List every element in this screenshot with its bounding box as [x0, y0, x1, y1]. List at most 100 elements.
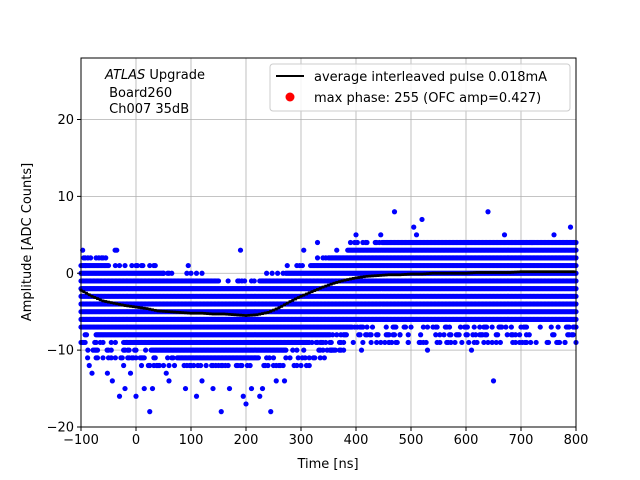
average-pulse-marker — [285, 301, 289, 305]
sample-point — [280, 362, 286, 369]
average-pulse-marker — [302, 293, 306, 297]
sample-point — [408, 324, 414, 330]
average-pulse-marker — [104, 300, 108, 303]
sample-point-outlier — [268, 409, 274, 415]
average-pulse-marker — [519, 270, 523, 274]
x-tick-label: 300 — [289, 433, 314, 448]
average-pulse-marker — [156, 309, 160, 313]
sample-point-outlier — [100, 255, 106, 261]
sample-point-outlier — [89, 370, 95, 376]
x-axis-ticks: −100 0 100 200 300 400 500 600 700 800 — [63, 427, 588, 448]
average-pulse-marker — [261, 312, 264, 316]
average-pulse-marker — [497, 271, 501, 274]
sample-point-outlier — [485, 209, 491, 215]
sample-point-outlier — [240, 393, 246, 399]
average-pulse-marker — [527, 270, 531, 274]
average-pulse-marker — [514, 270, 517, 274]
average-pulse-marker — [318, 286, 322, 290]
sample-point — [418, 332, 424, 338]
sample-point — [368, 339, 374, 346]
average-pulse-marker — [511, 270, 515, 274]
average-pulse-marker — [263, 311, 267, 315]
average-pulse-marker — [346, 278, 350, 281]
sample-point — [328, 339, 334, 346]
sample-point — [112, 262, 118, 269]
average-pulse-marker — [365, 274, 369, 278]
sample-point-outlier — [570, 332, 576, 338]
average-pulse-marker — [494, 271, 498, 274]
sample-point — [203, 362, 209, 369]
average-pulse-marker — [131, 305, 135, 309]
sample-point-outlier — [529, 239, 535, 246]
average-pulse-marker — [288, 300, 292, 304]
atlas-annotation: ATLAS Upgrade Board260 Ch007 35dB — [104, 68, 205, 117]
sample-point-outlier — [141, 385, 147, 392]
sample-point-outlier — [328, 347, 334, 353]
average-pulse-marker — [112, 301, 116, 305]
average-pulse-marker — [368, 274, 372, 278]
sample-point — [270, 355, 277, 361]
sample-point-outlier — [353, 232, 359, 238]
sample-point — [423, 339, 429, 346]
x-tick-label: 600 — [454, 433, 479, 448]
average-pulse-marker — [525, 270, 528, 274]
sample-point — [523, 324, 530, 330]
sample-point — [551, 332, 557, 338]
sample-point — [160, 362, 167, 369]
sample-point-outlier — [512, 339, 519, 346]
sample-point-outlier — [199, 378, 205, 384]
sample-point — [306, 362, 312, 369]
sample-point — [287, 355, 293, 361]
average-pulse-marker — [439, 271, 443, 275]
average-pulse-marker — [313, 289, 317, 292]
sample-point-outlier — [86, 362, 92, 369]
sample-point — [122, 262, 128, 269]
average-pulse-marker — [420, 272, 424, 276]
sample-point — [169, 270, 175, 276]
average-pulse-marker — [126, 304, 130, 308]
sample-point — [545, 339, 552, 346]
sample-point — [93, 339, 99, 346]
average-pulse-marker — [167, 310, 171, 314]
sample-point-outlier — [104, 370, 110, 376]
sample-point — [275, 270, 281, 276]
average-pulse-marker — [569, 270, 572, 274]
average-pulse-marker — [82, 290, 86, 294]
average-pulse-marker — [283, 303, 286, 307]
average-pulse-marker — [217, 312, 220, 316]
sample-point-outlier — [452, 339, 458, 346]
sample-point — [112, 355, 118, 361]
average-pulse-marker — [338, 280, 341, 284]
average-pulse-marker — [486, 271, 490, 274]
average-pulse-marker — [96, 297, 99, 301]
average-pulse-marker — [118, 302, 121, 306]
sample-point — [357, 332, 363, 338]
average-pulse-marker — [393, 273, 396, 277]
average-pulse-marker — [109, 301, 113, 305]
board-label: Board260 — [105, 86, 172, 101]
sample-point-outlier — [90, 347, 96, 353]
average-pulse-marker — [164, 310, 168, 313]
sample-point — [188, 270, 194, 276]
x-tick-label: 800 — [564, 433, 589, 448]
sample-point-outlier — [257, 393, 263, 399]
sample-point — [556, 339, 563, 346]
sample-point-outlier — [284, 262, 290, 269]
sample-point — [424, 324, 431, 330]
average-pulse-marker — [351, 277, 355, 280]
average-pulse-marker — [492, 271, 495, 274]
average-pulse-marker — [206, 312, 209, 316]
average-pulse-marker — [373, 274, 377, 278]
sample-point — [170, 355, 176, 361]
average-pulse-marker — [552, 270, 556, 274]
sample-point — [402, 324, 409, 330]
average-pulse-marker — [327, 283, 330, 287]
average-pulse-marker — [305, 292, 308, 296]
sample-point — [133, 347, 139, 353]
average-pulse-marker — [162, 309, 165, 313]
sample-point-outlier — [411, 224, 417, 230]
average-pulse-marker — [178, 311, 182, 314]
average-pulse-marker — [489, 271, 493, 274]
sample-point-outlier — [182, 385, 189, 392]
average-pulse-marker — [428, 272, 432, 275]
